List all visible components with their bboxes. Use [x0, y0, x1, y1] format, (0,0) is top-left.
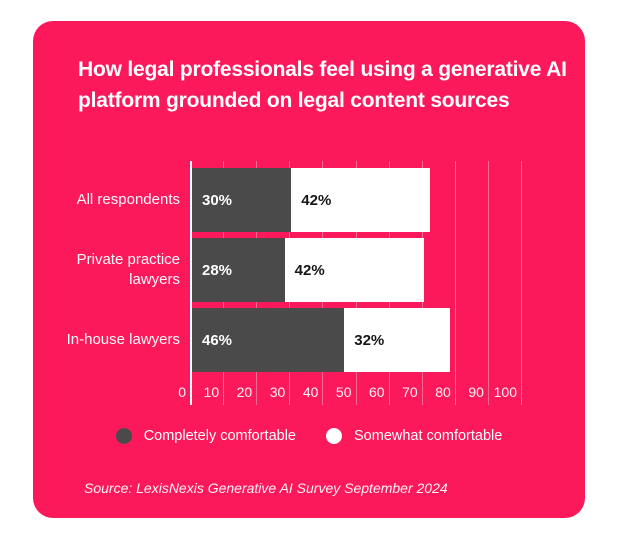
legend-swatch-white-circle [326, 428, 343, 444]
category-label: Private practice lawyers [76, 251, 180, 288]
chart-title: How legal professionals feel using a gen… [78, 58, 567, 112]
category-labels: All respondents Private practice lawyers I… [33, 161, 180, 411]
x-tick-label-50: 50 [335, 384, 352, 400]
gridline-x-80 [454, 161, 456, 405]
bar-segment-somewhat-comfortable: 42% [291, 168, 431, 232]
bar-value-label: 28% [202, 261, 233, 279]
x-tick-label-40: 40 [302, 384, 319, 400]
bar-row: 28% 42% [192, 238, 424, 302]
x-tick-label-10: 10 [203, 384, 220, 400]
bar-value-label: 32% [354, 331, 385, 349]
source-note: Source: LexisNexis Generative AI Survey … [84, 480, 448, 496]
chart-card: How legal professionals feel using a gen… [33, 21, 585, 518]
x-tick-label-20: 20 [236, 384, 253, 400]
x-tick-label-30: 30 [269, 384, 286, 400]
category-label: In-house lawyers [66, 331, 180, 348]
category-label: All respondents [76, 191, 180, 208]
x-tick-label-60: 60 [369, 384, 385, 400]
y-axis-line [190, 161, 192, 405]
bar-value-label: 30% [202, 191, 233, 209]
bar-segment-somewhat-comfortable: 32% [344, 308, 451, 372]
bar-chart: All respondents Private practice lawyers I… [33, 161, 585, 411]
x-tick-label-70: 70 [402, 384, 418, 400]
legend: Completely comfortable Somewhat comforta… [33, 428, 585, 444]
legend-label-somewhat-comfortable: Somewhat comfortable [354, 428, 503, 444]
bar-row: 46% 32% [192, 308, 451, 372]
x-tick-label-0: 0 [178, 384, 186, 400]
bar-segment-completely-comfortable: 46% [192, 308, 345, 372]
legend-item-somewhat-comfortable: Somewhat comfortable [326, 428, 502, 444]
legend-label-completely-comfortable: Completely comfortable [143, 428, 297, 444]
x-tick-label-100: 100 [493, 384, 517, 400]
legend-swatch-dark-circle [115, 428, 132, 444]
plot-area: 0 10 20 30 40 50 60 70 80 90 100 30% 42% 28% 42% 46% 32% [178, 161, 522, 405]
gridline-x-100 [521, 161, 522, 405]
bar-segment-completely-comfortable: 28% [192, 238, 285, 302]
x-tick-label-90: 90 [468, 384, 484, 400]
bar-value-label: 46% [202, 331, 233, 349]
legend-item-completely-comfortable: Completely comfortable [115, 428, 297, 444]
bar-segment-somewhat-comfortable: 42% [284, 238, 424, 302]
bar-row: 30% 42% [192, 168, 431, 232]
bar-value-label: 42% [301, 191, 332, 209]
x-tick-label-80: 80 [435, 384, 451, 400]
bar-value-label: 42% [294, 261, 325, 279]
gridline-x-90 [487, 161, 489, 405]
bar-segment-completely-comfortable: 30% [192, 168, 292, 232]
